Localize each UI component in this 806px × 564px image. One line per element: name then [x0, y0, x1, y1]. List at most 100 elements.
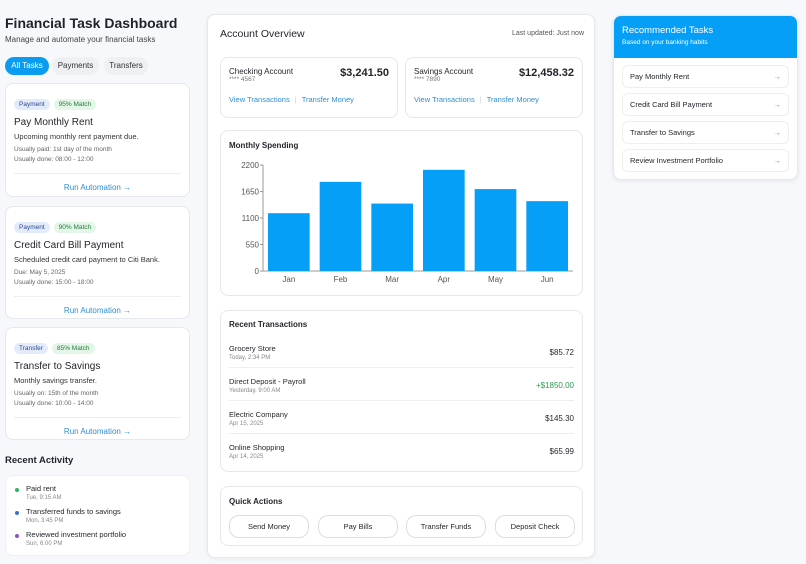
monthly-spending-card: Monthly Spending 0 550 1100 1650 2200 Jan Feb M…	[220, 130, 583, 296]
send-money-button[interactable]: Send Money	[229, 515, 309, 538]
view-transactions-link[interactable]: View Transactions	[229, 95, 290, 104]
activity-text: Transferred funds to savings	[26, 507, 121, 516]
transaction-row[interactable]: Grocery Store Today, 2:34 PM $85.72	[229, 335, 574, 368]
bar-jun	[526, 201, 568, 271]
recent-activity-title: Recent Activity	[5, 455, 74, 466]
transaction-name: Online Shopping	[229, 443, 285, 452]
bar-jan	[268, 213, 310, 271]
y-tick-label: 0	[255, 267, 260, 276]
transaction-name: Electric Company	[229, 409, 288, 419]
tab-transfers[interactable]: Transfers	[104, 57, 148, 75]
status-dot-icon	[15, 511, 19, 515]
recommended-task-item[interactable]: Transfer to Savings →	[622, 121, 789, 144]
recommended-subtitle: Based on your banking habits	[622, 39, 708, 46]
activity-time: Mon, 3:45 PM	[26, 518, 64, 524]
recommended-task-label: Transfer to Savings	[630, 128, 695, 137]
transfer-money-link[interactable]: Transfer Money	[301, 95, 354, 104]
account-number: **** 7890	[414, 76, 441, 83]
task-card: Payment 90% Match Credit Card Bill Paymen…	[5, 206, 190, 319]
arrow-right-icon: →	[773, 72, 782, 81]
task-meta: Usually done: 08:00 - 12:00	[14, 156, 94, 163]
account-balance: $12,458.32	[518, 67, 574, 79]
transaction-time: Apr 15, 2025	[229, 420, 264, 427]
deposit-check-button[interactable]: Deposit Check	[495, 515, 575, 538]
arrow-right-icon: →	[773, 156, 782, 165]
status-dot-icon	[15, 534, 19, 538]
run-automation-button[interactable]: Run Automation →	[14, 296, 181, 315]
task-meta: Usually done: 15:00 - 18:00	[14, 279, 94, 286]
transfer-funds-button[interactable]: Transfer Funds	[406, 515, 486, 538]
recommended-task-item[interactable]: Review Investment Portfolio →	[622, 149, 789, 172]
y-tick-label: 2200	[241, 161, 259, 170]
x-tick-label: Mar	[385, 275, 399, 284]
activity-item: Reviewed investment portfolio Sun, 6:00 P…	[12, 530, 183, 547]
activity-item: Transferred funds to savings Mon, 3:45 PM	[12, 507, 183, 524]
task-card: Transfer 85% Match Transfer to Savings Mo…	[5, 327, 190, 440]
account-balance: $3,241.50	[340, 67, 389, 79]
status-dot-icon	[15, 488, 19, 492]
x-tick-label: May	[488, 275, 503, 284]
overview-title: Account Overview	[220, 28, 305, 40]
x-tick-label: Apr	[438, 275, 451, 284]
task-meta: Usually paid: 1st day of the month	[14, 146, 112, 153]
transaction-amount: $65.99	[549, 447, 574, 456]
account-name: Savings Account	[414, 67, 474, 76]
last-updated: Last updated: Just now	[512, 30, 584, 37]
tab-all-tasks[interactable]: All Tasks	[5, 57, 49, 75]
recommended-task-label: Pay Monthly Rent	[630, 72, 690, 81]
task-card: Payment 95% Match Pay Monthly Rent Upcomi…	[5, 83, 190, 197]
task-title: Transfer to Savings	[14, 361, 101, 372]
activity-text: Paid rent	[26, 484, 57, 493]
chart-title: Monthly Spending	[229, 141, 299, 150]
transactions-title: Recent Transactions	[229, 320, 308, 329]
account-name: Checking Account	[229, 67, 294, 76]
y-tick-label: 1650	[241, 188, 259, 197]
view-transactions-link[interactable]: View Transactions	[414, 95, 475, 104]
monthly-spending-chart: 0 550 1100 1650 2200 Jan Feb Mar Apr May Jun	[241, 161, 573, 284]
y-tick-label: 1100	[242, 214, 260, 223]
bar-apr	[423, 169, 465, 271]
match-badge: 95% Match	[53, 99, 97, 110]
quick-actions-title: Quick Actions	[229, 497, 283, 506]
bar-mar	[371, 203, 413, 271]
recommended-task-item[interactable]: Pay Monthly Rent →	[622, 65, 789, 88]
activity-text: Reviewed investment portfolio	[26, 530, 127, 539]
recent-activity-list: Paid rent Tue, 9:15 AM Transferred funds …	[5, 475, 190, 556]
activity-time: Sun, 6:00 PM	[26, 541, 63, 547]
run-automation-button[interactable]: Run Automation →	[14, 417, 181, 436]
quick-actions-card: Quick Actions Send Money Pay Bills Trans…	[220, 486, 583, 546]
task-meta: Usually done: 10:00 - 14:00	[14, 400, 94, 407]
recommended-tasks-panel: Recommended Tasks Based on your banking …	[613, 15, 798, 180]
checking-account-card: Checking Account **** 4567 $3,241.50 Vie…	[220, 57, 398, 118]
page-title: Financial Task Dashboard	[5, 15, 178, 31]
transaction-amount: +$1850.00	[535, 380, 574, 390]
transaction-row[interactable]: Online Shopping Apr 14, 2025 $65.99	[229, 434, 574, 467]
match-badge: 85% Match	[51, 343, 95, 354]
recommended-task-label: Credit Card Bill Payment	[630, 100, 713, 109]
tab-payments[interactable]: Payments	[52, 57, 99, 75]
recommended-task-item[interactable]: Credit Card Bill Payment →	[622, 93, 789, 116]
task-title: Pay Monthly Rent	[14, 117, 93, 128]
activity-time: Tue, 9:15 AM	[26, 495, 62, 501]
transaction-name: Direct Deposit - Payroll	[229, 376, 306, 386]
transaction-name: Grocery Store	[229, 343, 276, 353]
type-badge: Transfer	[14, 343, 48, 354]
type-badge: Payment	[14, 99, 50, 110]
transfer-money-link[interactable]: Transfer Money	[486, 95, 539, 104]
transaction-amount: $85.72	[549, 347, 574, 357]
transaction-row[interactable]: Direct Deposit - Payroll Yesterday, 9:00 …	[229, 368, 574, 401]
transaction-time: Yesterday, 9:00 AM	[229, 387, 281, 394]
task-meta: Usually on: 15th of the month	[14, 390, 99, 397]
x-tick-label: Feb	[334, 275, 348, 284]
type-badge: Payment	[14, 222, 50, 233]
transaction-time: Today, 2:34 PM	[229, 354, 271, 361]
run-automation-button[interactable]: Run Automation →	[14, 173, 181, 192]
transaction-time: Apr 14, 2025	[229, 454, 264, 460]
transaction-row[interactable]: Electric Company Apr 15, 2025 $145.30	[229, 401, 574, 434]
bar-feb	[319, 181, 362, 271]
transaction-amount: $145.30	[545, 413, 574, 423]
task-desc: Monthly savings transfer.	[14, 376, 97, 385]
pay-bills-button[interactable]: Pay Bills	[318, 515, 398, 538]
arrow-right-icon: →	[773, 100, 782, 109]
page-subtitle: Manage and automate your financial tasks	[5, 35, 156, 44]
